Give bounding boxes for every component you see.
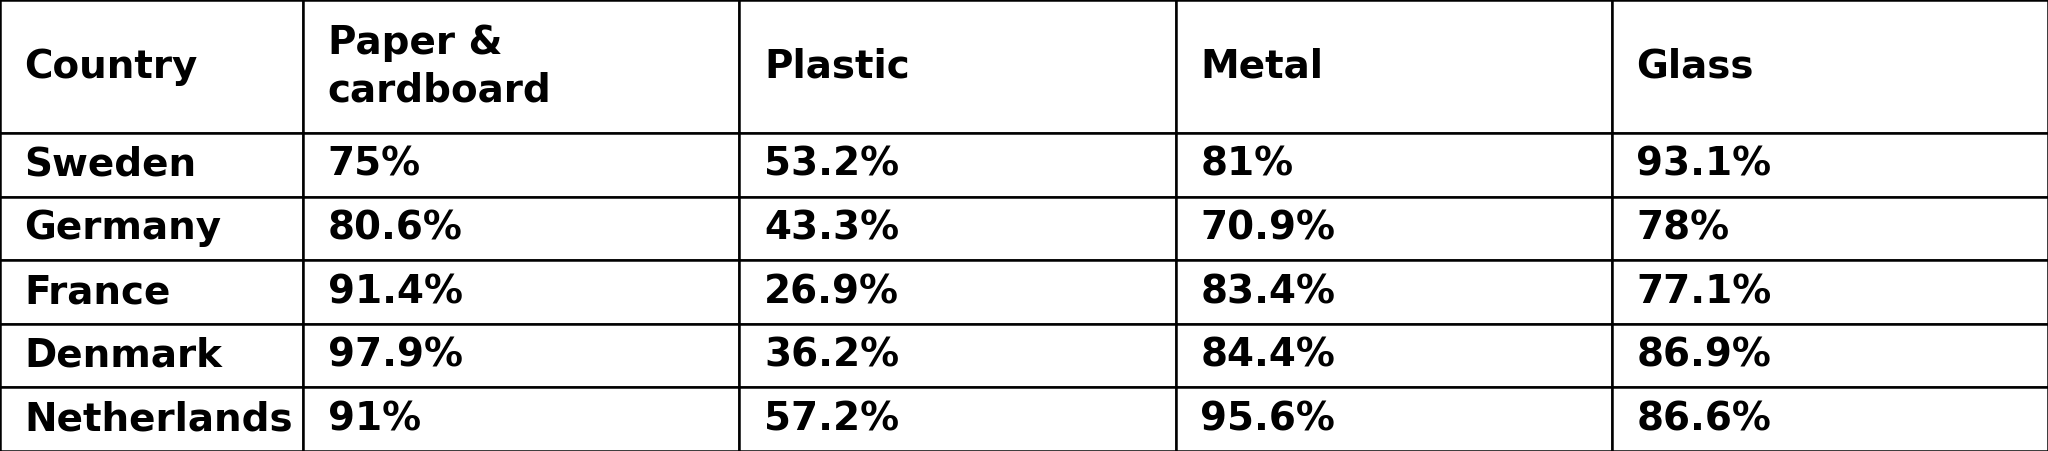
Bar: [1612, 260, 2048, 324]
Bar: [303, 387, 739, 451]
Text: Paper &
cardboard: Paper & cardboard: [328, 24, 551, 109]
Bar: [303, 133, 739, 197]
Text: 75%: 75%: [328, 146, 420, 184]
Bar: [1176, 324, 1612, 387]
Text: 86.6%: 86.6%: [1636, 400, 1772, 438]
Text: 91%: 91%: [328, 400, 420, 438]
Bar: [739, 133, 1176, 197]
Text: Netherlands: Netherlands: [25, 400, 293, 438]
Bar: [1176, 133, 1612, 197]
Bar: [1612, 133, 2048, 197]
Bar: [0, 133, 303, 197]
Bar: [1612, 0, 2048, 133]
Bar: [1612, 324, 2048, 387]
Text: 77.1%: 77.1%: [1636, 273, 1772, 311]
Bar: [1176, 387, 1612, 451]
Text: 95.6%: 95.6%: [1200, 400, 1335, 438]
Bar: [1176, 260, 1612, 324]
Text: 81%: 81%: [1200, 146, 1292, 184]
Bar: [0, 260, 303, 324]
Text: Germany: Germany: [25, 209, 221, 248]
Text: 93.1%: 93.1%: [1636, 146, 1772, 184]
Text: 86.9%: 86.9%: [1636, 336, 1772, 375]
Bar: [303, 0, 739, 133]
Text: Plastic: Plastic: [764, 47, 909, 86]
Bar: [1176, 197, 1612, 260]
Bar: [303, 260, 739, 324]
Text: 84.4%: 84.4%: [1200, 336, 1335, 375]
Text: Country: Country: [25, 47, 199, 86]
Text: 91.4%: 91.4%: [328, 273, 463, 311]
Bar: [739, 324, 1176, 387]
Text: 70.9%: 70.9%: [1200, 209, 1335, 248]
Bar: [303, 197, 739, 260]
Text: Sweden: Sweden: [25, 146, 197, 184]
Bar: [0, 324, 303, 387]
Text: 43.3%: 43.3%: [764, 209, 899, 248]
Text: 97.9%: 97.9%: [328, 336, 463, 375]
Bar: [0, 197, 303, 260]
Bar: [739, 0, 1176, 133]
Text: 83.4%: 83.4%: [1200, 273, 1335, 311]
Bar: [739, 197, 1176, 260]
Text: 53.2%: 53.2%: [764, 146, 899, 184]
Text: Denmark: Denmark: [25, 336, 223, 375]
Bar: [0, 387, 303, 451]
Bar: [0, 0, 303, 133]
Text: 36.2%: 36.2%: [764, 336, 899, 375]
Bar: [739, 387, 1176, 451]
Bar: [303, 324, 739, 387]
Text: Metal: Metal: [1200, 47, 1323, 86]
Bar: [1612, 197, 2048, 260]
Text: 78%: 78%: [1636, 209, 1729, 248]
Bar: [1176, 0, 1612, 133]
Text: 57.2%: 57.2%: [764, 400, 899, 438]
Bar: [739, 260, 1176, 324]
Text: 80.6%: 80.6%: [328, 209, 463, 248]
Text: 26.9%: 26.9%: [764, 273, 899, 311]
Bar: [1612, 387, 2048, 451]
Text: France: France: [25, 273, 170, 311]
Text: Glass: Glass: [1636, 47, 1753, 86]
